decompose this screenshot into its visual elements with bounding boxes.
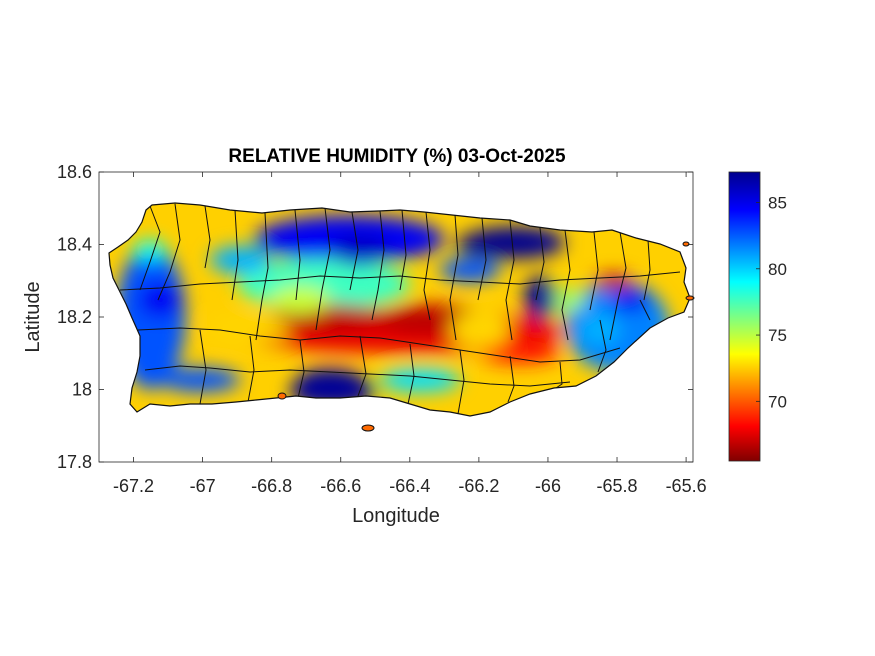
municipality-boundary: [294, 209, 301, 301]
colorbar-gradient: [728, 171, 761, 462]
municipality-boundary: [199, 329, 207, 405]
humidity-detail-patch: [330, 234, 390, 266]
x-tick-label: -66.8: [251, 476, 292, 496]
x-tick-label: -67.2: [113, 476, 154, 496]
y-tick-label: 18.2: [57, 307, 92, 327]
humidity-detail-patch: [296, 368, 364, 396]
x-tick-label: -66.4: [389, 476, 430, 496]
municipality-boundary: [349, 211, 359, 291]
colorbar-tick-label: 70: [768, 392, 787, 411]
municipality-boundary: [144, 365, 571, 387]
chart-title: RELATIVE HUMIDITY (%) 03-Oct-2025: [228, 146, 566, 167]
municipality-boundary: [535, 227, 545, 301]
municipality-boundary: [561, 229, 571, 341]
humidity-detail-patch: [456, 230, 544, 258]
x-axis-ticks: -67.2 -67 -66.8 -66.6 -66.4 -66.2 -66 -65.8 -65.…: [113, 172, 707, 496]
map-plot-area: [98, 171, 695, 463]
colorbar: 70 75 80 85: [728, 171, 787, 462]
island-coastline: [108, 202, 691, 417]
humidity-detail-patch: [210, 246, 270, 274]
humidity-detail-patch: [138, 282, 182, 318]
colorbar-tick-label: 85: [768, 193, 787, 212]
x-axis-label: Longitude: [352, 505, 440, 527]
x-tick-label: -65.6: [666, 476, 707, 496]
municipality-boundary: [597, 319, 607, 373]
humidity-detail-patch: [210, 316, 290, 340]
humidity-detail-patch: [380, 368, 460, 392]
municipality-boundary: [137, 327, 621, 363]
x-tick-label: -66.6: [320, 476, 361, 496]
municipality-boundary: [357, 335, 367, 397]
municipality-boundary: [139, 205, 161, 291]
y-tick-label: 18.4: [57, 235, 92, 255]
municipality-boundary: [204, 205, 211, 269]
municipality-boundary: [507, 355, 515, 403]
humidity-detail-patch: [134, 240, 166, 260]
municipality-boundary: [315, 207, 331, 331]
municipality-boundary: [423, 211, 431, 321]
municipality-boundary: [555, 361, 563, 389]
humidity-detail-patch: [524, 276, 556, 320]
x-tick-label: -67: [190, 476, 216, 496]
municipality-boundary: [505, 219, 515, 341]
municipality-boundary: [231, 209, 239, 301]
humidity-detail-patch: [270, 286, 330, 314]
municipality-boundary: [255, 212, 269, 341]
municipality-boundary: [297, 339, 305, 399]
municipality-boundary: [639, 299, 651, 321]
x-tick-label: -65.8: [597, 476, 638, 496]
municipality-boundary: [371, 210, 385, 321]
municipality-boundary: [407, 343, 415, 405]
municipality-boundary: [609, 231, 627, 341]
colorbar-ticks: 70 75 80 85: [756, 193, 787, 411]
x-tick-label: -66: [535, 476, 561, 496]
municipality-boundary: [119, 271, 681, 291]
y-axis-ticks: 17.8 18 18.2 18.4 18.6: [57, 162, 693, 472]
humidity-detail-patch: [450, 312, 510, 348]
islet: [682, 241, 690, 247]
islet: [361, 424, 375, 432]
humidity-detail-patch: [480, 340, 560, 364]
municipality-boundaries: [119, 203, 681, 415]
y-tick-label: 17.8: [57, 452, 92, 472]
municipality-boundary: [399, 209, 407, 291]
small-islets: [277, 241, 695, 432]
colorbar-tick-label: 80: [768, 260, 787, 279]
x-tick-label: -66.2: [458, 476, 499, 496]
islet: [685, 295, 695, 301]
humidity-detail-patch: [440, 258, 500, 282]
municipality-boundary: [449, 214, 459, 341]
humidity-detail-patch: [160, 368, 240, 392]
municipality-boundary: [477, 217, 487, 301]
municipality-boundary: [247, 335, 255, 403]
municipality-boundary: [157, 203, 181, 301]
municipality-boundary: [457, 349, 465, 415]
islet: [277, 392, 287, 400]
y-tick-label: 18: [72, 380, 92, 400]
y-axis-label: Latitude: [22, 281, 44, 352]
y-tick-label: 18.6: [57, 162, 92, 182]
municipality-boundary: [589, 231, 599, 311]
municipality-boundary: [643, 239, 651, 301]
colorbar-tick-label: 75: [768, 326, 787, 345]
